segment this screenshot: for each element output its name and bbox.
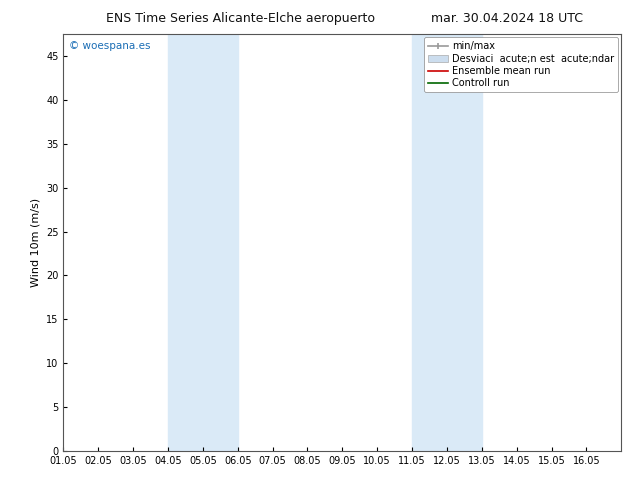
Bar — [412, 34, 482, 451]
Legend: min/max, Desviaci  acute;n est  acute;ndar, Ensemble mean run, Controll run: min/max, Desviaci acute;n est acute;ndar… — [424, 37, 618, 92]
Bar — [168, 34, 238, 451]
Text: mar. 30.04.2024 18 UTC: mar. 30.04.2024 18 UTC — [431, 12, 583, 25]
Y-axis label: Wind 10m (m/s): Wind 10m (m/s) — [30, 198, 41, 287]
Text: ENS Time Series Alicante-Elche aeropuerto: ENS Time Series Alicante-Elche aeropuert… — [107, 12, 375, 25]
Text: © woespana.es: © woespana.es — [69, 41, 150, 50]
